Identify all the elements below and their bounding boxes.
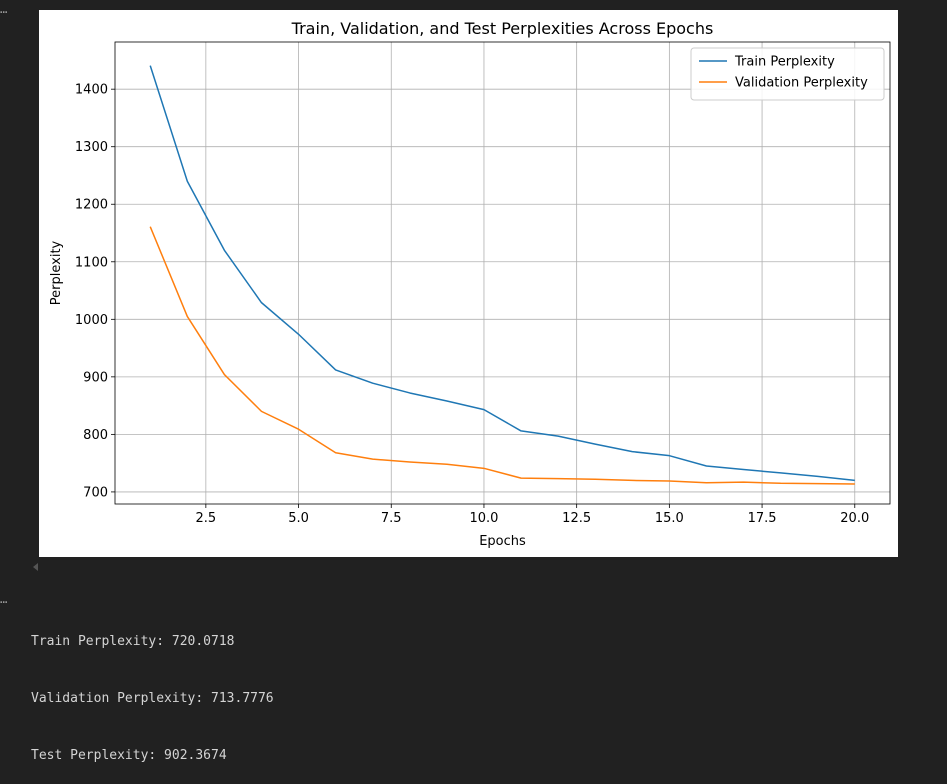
y-tick-label: 700 <box>83 485 108 500</box>
chart-figure: 2.5 5.0 7.5 10.0 12.5 15.0 17.5 20.0 700 800 900 10… <box>39 10 898 557</box>
y-tick-label: 1100 <box>75 255 108 270</box>
x-tick-label: 17.5 <box>748 511 777 526</box>
x-axis-label: Epochs <box>479 534 526 549</box>
cell-menu-icon[interactable]: ⋯ <box>0 5 8 19</box>
y-tick-label: 1000 <box>75 313 108 328</box>
y-tick-label: 800 <box>83 428 108 443</box>
y-tick-label: 1200 <box>75 198 108 213</box>
scroll-left-icon[interactable] <box>33 563 38 571</box>
x-tick-label: 15.0 <box>655 511 684 526</box>
line-chart: 2.5 5.0 7.5 10.0 12.5 15.0 17.5 20.0 700 800 900 10… <box>49 19 891 549</box>
y-tick-label: 1400 <box>75 83 108 98</box>
x-tick-label: 2.5 <box>196 511 217 526</box>
output-line-validation: Validation Perplexity: 713.7776 <box>31 691 274 706</box>
plot-frame <box>114 41 891 505</box>
cell-output: Train Perplexity: 720.0718 Validation Pe… <box>31 594 274 784</box>
chart-title: Train, Validation, and Test Perplexities… <box>291 19 714 38</box>
x-tick-label: 5.0 <box>288 511 309 526</box>
output-menu-icon[interactable]: ⋯ <box>0 595 8 609</box>
output-line-train: Train Perplexity: 720.0718 <box>31 634 235 649</box>
output-line-test: Test Perplexity: 902.3674 <box>31 748 227 763</box>
y-tick-label: 1300 <box>75 140 108 155</box>
y-axis-label: Perplexity <box>49 240 64 305</box>
x-tick-label: 20.0 <box>840 511 869 526</box>
series-line-1 <box>149 226 855 485</box>
x-tick-label: 7.5 <box>381 511 402 526</box>
series-line-0 <box>149 65 855 482</box>
y-tick-label: 900 <box>83 370 108 385</box>
legend-label-1: Validation Perplexity <box>735 76 868 91</box>
legend-label-0: Train Perplexity <box>734 55 835 70</box>
x-tick-label: 12.5 <box>562 511 591 526</box>
x-tick-label: 10.0 <box>469 511 498 526</box>
legend-box <box>690 47 885 101</box>
